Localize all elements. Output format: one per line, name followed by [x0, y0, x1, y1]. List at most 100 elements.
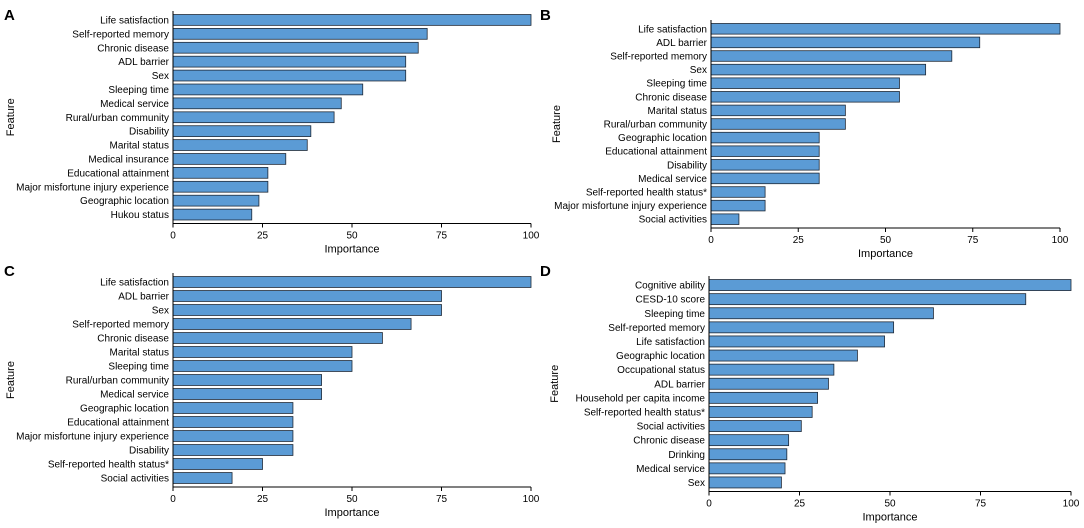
category-label-b-chronic-disease: Chronic disease: [635, 92, 707, 103]
panel-c: C Life satisfaction ADL barrier Sex Self-rep…: [4, 263, 540, 519]
bar-c-rural-urban-community: [172, 374, 322, 386]
bar-b-educational-attainment: [710, 145, 820, 157]
x-tick-label-b-0: 0: [708, 235, 714, 246]
bar-a-disability: [172, 125, 312, 137]
bar-d-cesd-10-score: [708, 293, 1027, 306]
bar-a-major-misfortune-injury-experience: [172, 180, 269, 193]
bar-d-life-satisfaction: [708, 335, 885, 348]
category-label-d-chronic-disease: Chronic disease: [633, 436, 705, 447]
bar-d-adl-barrier: [708, 377, 829, 390]
category-label-d-household-per-capita-income: Household per capita income: [575, 393, 705, 404]
bar-c-self-reported-health-status: [172, 458, 263, 470]
category-label-b-sex: Sex: [690, 65, 707, 76]
y-axis-title-b: Feature: [551, 105, 563, 143]
category-label-a-medical-service: Medical service: [100, 99, 169, 110]
bar-d-occupational-status: [708, 363, 835, 376]
category-label-a-rural-urban-community: Rural/urban community: [66, 113, 169, 124]
category-label-a-chronic-disease: Chronic disease: [97, 43, 169, 54]
category-label-a-medical-insurance: Medical insurance: [88, 154, 169, 165]
bar-d-sex: [708, 476, 782, 489]
category-label-b-disability: Disability: [667, 160, 707, 171]
x-tick-label-a-75: 75: [436, 231, 448, 242]
panel-d-letter: D: [540, 263, 551, 280]
bar-d-cognitive-ability: [708, 279, 1072, 291]
category-label-c-life-satisfaction: Life satisfaction: [100, 278, 169, 289]
x-tick-label-a-25: 25: [257, 231, 269, 242]
x-tick-label-a-50: 50: [346, 231, 358, 242]
category-label-c-self-reported-health-status: Self-reported health status*: [48, 460, 169, 471]
x-axis-title-a: Importance: [324, 244, 379, 256]
category-label-d-medical-service: Medical service: [636, 464, 705, 475]
bar-c-adl-barrier: [172, 290, 442, 302]
bar-c-chronic-disease: [172, 332, 383, 344]
bar-b-marital-status: [710, 104, 846, 117]
panel-a: A Life satisfaction Self-reported memory Ch…: [4, 7, 540, 256]
bar-a-rural-urban-community: [172, 111, 335, 124]
bar-c-sex: [172, 304, 442, 316]
x-axis-title-c: Importance: [324, 507, 379, 519]
category-label-a-sex: Sex: [152, 71, 169, 82]
category-label-b-adl-barrier: ADL barrier: [656, 38, 707, 49]
bar-b-major-misfortune-injury-experience: [710, 199, 766, 212]
category-label-a-adl-barrier: ADL barrier: [118, 57, 169, 68]
x-tick-label-d-0: 0: [706, 499, 712, 510]
x-tick-label-a-0: 0: [170, 231, 176, 242]
category-label-a-self-reported-memory: Self-reported memory: [72, 29, 169, 40]
category-label-b-rural-urban-community: Rural/urban community: [604, 120, 707, 131]
category-label-a-sleeping-time: Sleeping time: [108, 85, 169, 96]
x-tick-label-d-50: 50: [884, 499, 896, 510]
category-label-a-hukou-status: Hukou status: [111, 210, 169, 221]
category-label-d-social-activities: Social activities: [637, 422, 705, 433]
bar-b-rural-urban-community: [710, 118, 846, 130]
x-tick-label-c-0: 0: [170, 494, 176, 505]
panel-a-letter: A: [4, 7, 15, 24]
category-label-d-self-reported-health-status: Self-reported health status*: [584, 407, 705, 418]
bar-c-sleeping-time: [172, 360, 353, 372]
category-label-d-sleeping-time: Sleeping time: [644, 309, 705, 320]
x-tick-label-d-100: 100: [1063, 499, 1080, 510]
bar-d-geographic-location: [708, 349, 858, 362]
x-tick-label-b-100: 100: [1052, 235, 1069, 246]
bar-d-social-activities: [708, 420, 802, 432]
category-label-a-marital-status: Marital status: [110, 141, 169, 152]
category-label-c-self-reported-memory: Self-reported memory: [72, 320, 169, 331]
category-label-c-sex: Sex: [152, 306, 169, 317]
category-label-a-major-misfortune-injury-experience: Major misfortune injury experience: [16, 182, 169, 193]
bar-a-medical-service: [172, 97, 342, 110]
category-label-d-adl-barrier: ADL barrier: [654, 379, 705, 390]
bar-d-self-reported-memory: [708, 321, 895, 334]
bar-b-sleeping-time: [710, 77, 900, 89]
x-tick-label-c-100: 100: [523, 494, 540, 505]
category-label-a-educational-attainment: Educational attainment: [67, 168, 169, 179]
bar-a-hukou-status: [172, 208, 253, 221]
bar-b-self-reported-health-status: [710, 186, 766, 198]
category-label-b-self-reported-memory: Self-reported memory: [610, 52, 707, 63]
bar-c-disability: [172, 444, 294, 456]
category-label-d-cognitive-ability: Cognitive ability: [635, 281, 705, 292]
category-label-b-self-reported-health-status: Self-reported health status*: [586, 188, 707, 199]
category-label-a-disability: Disability: [129, 127, 169, 138]
bar-c-marital-status: [172, 346, 353, 358]
bar-a-life-satisfaction: [172, 14, 532, 26]
category-label-c-major-misfortune-injury-experience: Major misfortune injury experience: [16, 432, 169, 443]
category-label-b-educational-attainment: Educational attainment: [605, 147, 707, 158]
x-tick-label-b-75: 75: [967, 235, 979, 246]
category-label-b-marital-status: Marital status: [648, 106, 707, 117]
bar-c-life-satisfaction: [172, 276, 532, 288]
category-label-c-social-activities: Social activities: [101, 474, 169, 485]
x-tick-label-b-50: 50: [880, 235, 892, 246]
x-tick-label-c-25: 25: [257, 494, 269, 505]
bar-a-sex: [172, 69, 407, 82]
y-axis-title-d: Feature: [549, 365, 561, 403]
bar-b-adl-barrier: [710, 36, 981, 49]
x-tick-label-c-50: 50: [346, 494, 358, 505]
category-label-b-life-satisfaction: Life satisfaction: [638, 24, 707, 35]
x-axis-title-d: Importance: [862, 512, 917, 524]
category-label-d-sex: Sex: [688, 478, 705, 489]
category-label-c-rural-urban-community: Rural/urban community: [66, 376, 169, 387]
bar-a-marital-status: [172, 139, 308, 151]
category-label-d-self-reported-memory: Self-reported memory: [608, 323, 705, 334]
x-tick-label-d-75: 75: [975, 499, 987, 510]
bar-c-major-misfortune-injury-experience: [172, 430, 294, 442]
